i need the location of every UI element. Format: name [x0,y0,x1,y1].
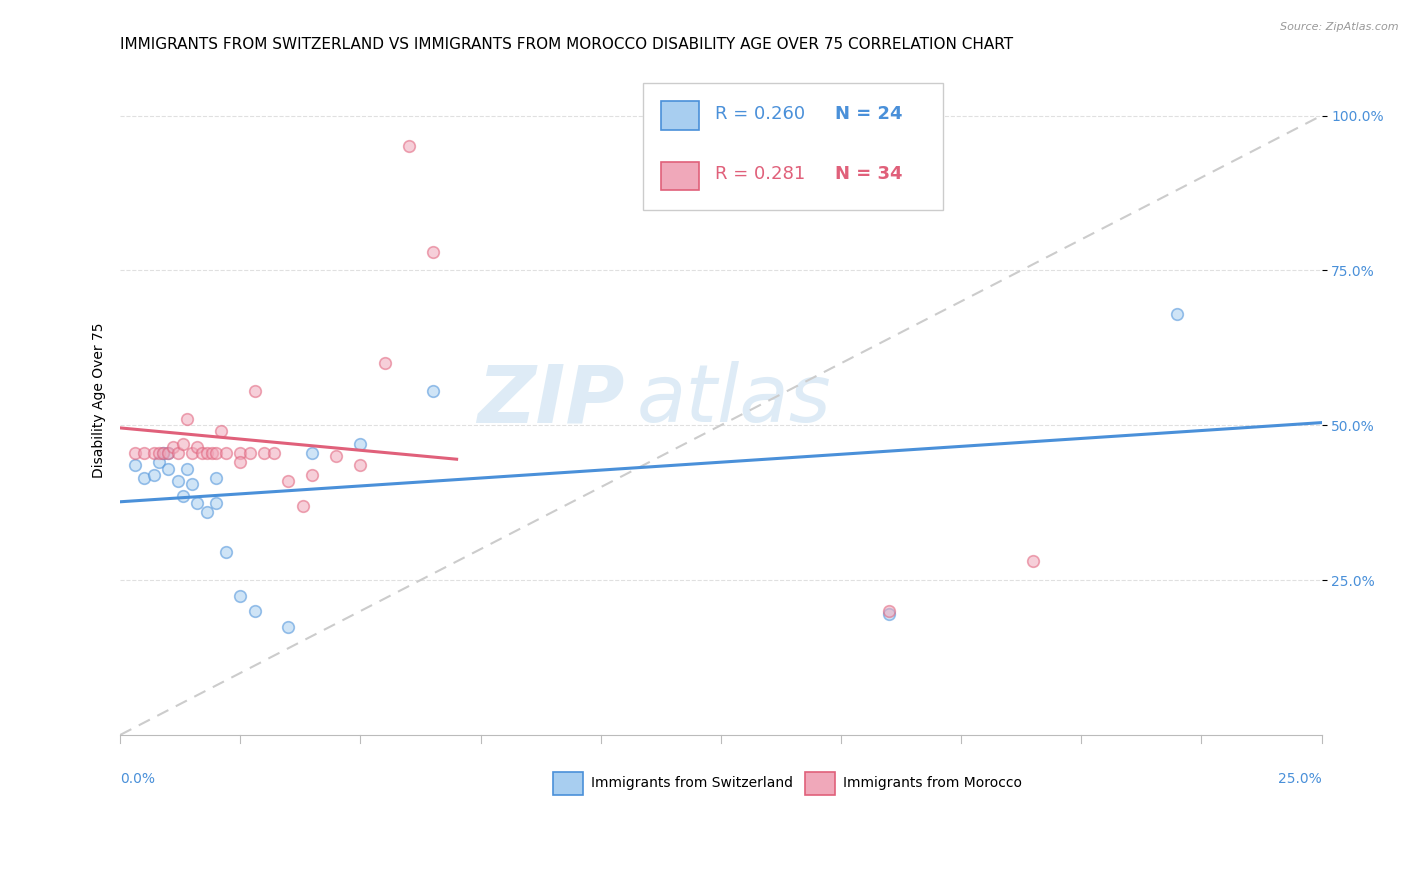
Point [422,384,444,399]
Point [157,446,180,460]
Point [124,446,146,460]
Point [195,505,218,519]
Point [152,446,174,460]
Point [253,446,276,460]
Point [291,499,314,513]
Point [239,446,262,460]
Point [301,467,323,482]
Point [373,356,395,370]
Y-axis label: Disability Age Over 75: Disability Age Over 75 [93,323,107,478]
Point [200,446,222,460]
Point [205,446,228,460]
Point [263,446,285,460]
Point [205,495,228,509]
Point [243,384,266,399]
Point [205,471,228,485]
Point [152,446,174,460]
Point [215,446,238,460]
Text: N = 34: N = 34 [835,165,903,184]
Text: Immigrants from Morocco: Immigrants from Morocco [844,776,1022,790]
Point [277,474,299,488]
Point [167,446,190,460]
Point [176,461,198,475]
Point [1022,554,1045,568]
Text: R = 0.260: R = 0.260 [714,105,806,123]
FancyBboxPatch shape [553,772,582,795]
Point [243,604,266,618]
Point [162,440,184,454]
Point [172,490,194,504]
Point [148,455,170,469]
Point [215,545,238,559]
Point [1166,307,1188,321]
Point [422,244,444,259]
Text: 0.0%: 0.0% [121,772,155,786]
Point [877,607,900,621]
Point [124,458,146,473]
Point [181,446,204,460]
Point [186,495,208,509]
FancyBboxPatch shape [806,772,835,795]
FancyBboxPatch shape [661,102,699,129]
Point [148,446,170,460]
FancyBboxPatch shape [661,161,699,190]
Point [349,437,371,451]
Text: N = 24: N = 24 [835,105,903,123]
Point [134,471,156,485]
Point [186,440,208,454]
Point [157,446,180,460]
Text: ZIP: ZIP [478,361,624,440]
Point [134,446,156,460]
Text: atlas: atlas [637,361,831,440]
Point [181,477,204,491]
Text: Source: ZipAtlas.com: Source: ZipAtlas.com [1281,22,1399,32]
Point [195,446,218,460]
Point [172,437,194,451]
Point [349,458,371,473]
Point [398,139,420,153]
Text: IMMIGRANTS FROM SWITZERLAND VS IMMIGRANTS FROM MOROCCO DISABILITY AGE OVER 75 CO: IMMIGRANTS FROM SWITZERLAND VS IMMIGRANT… [121,37,1014,53]
Point [325,449,347,463]
Text: 25.0%: 25.0% [1278,772,1322,786]
Point [209,425,232,439]
FancyBboxPatch shape [643,83,943,210]
Point [877,604,900,618]
Point [277,619,299,633]
Point [142,467,165,482]
Point [191,446,214,460]
Text: R = 0.281: R = 0.281 [714,165,806,184]
Point [229,446,252,460]
Point [157,461,180,475]
Point [176,412,198,426]
Point [301,446,323,460]
Point [142,446,165,460]
Point [167,474,190,488]
Point [229,589,252,603]
Text: Immigrants from Switzerland: Immigrants from Switzerland [591,776,793,790]
Point [229,455,252,469]
